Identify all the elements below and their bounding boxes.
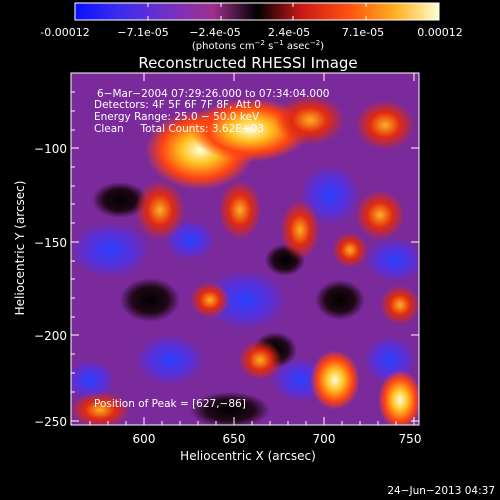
plot-frame <box>70 72 420 426</box>
y-tick-label: −200 <box>34 329 67 343</box>
colorbar-units: (photons cm−2 s−1 asec−2) <box>192 39 324 52</box>
colorbar-tick-label: 7.1e-05 <box>342 26 384 39</box>
annotation-clean-counts: Clean Total Counts: 3.62E+03 <box>94 123 264 135</box>
x-tick-label: 700 <box>313 432 336 446</box>
y-tick-label: −250 <box>34 415 67 429</box>
x-axis-label: Heliocentric X (arcsec) <box>180 449 316 463</box>
colorbar-ticks <box>74 3 440 20</box>
annotation-peak-position: Position of Peak = [627,−86] <box>94 398 246 410</box>
x-axis-ticks <box>89 73 415 425</box>
y-tick-label: −100 <box>34 142 67 156</box>
plot-title: Reconstructed RHESSI Image <box>138 54 357 72</box>
y-axis-label: Heliocentric Y (arcsec) <box>13 181 27 316</box>
colorbar-tick-label: 0.00012 <box>417 26 463 39</box>
colorbar-tick-label: -0.00012 <box>40 26 89 39</box>
cold-regions <box>71 165 419 402</box>
x-tick-label: 750 <box>399 432 422 446</box>
annotation-detectors: Detectors: 4F 5F 6F 7F 8F, Att 0 <box>94 99 261 111</box>
rhessi-image <box>71 73 419 425</box>
colorbar-tick-label: −2.4e-05 <box>189 26 240 39</box>
emission-regions <box>71 95 419 425</box>
dark-regions <box>92 182 365 425</box>
annotation-time-range: 6−Mar−2004 07:29:26.000 to 07:34:04.000 <box>97 88 329 100</box>
annotation-energy-range: Energy Range: 25.0 − 50.0 keV <box>94 111 260 123</box>
x-tick-label: 650 <box>223 432 246 446</box>
y-axis-ticks <box>71 91 419 422</box>
colorbar-tick-label: −7.1e-05 <box>117 26 168 39</box>
colorbar <box>74 2 440 21</box>
colorbar-tick-label: 2.4e-05 <box>268 26 310 39</box>
footer-date: 24−Jun−2013 04:37 <box>387 485 495 497</box>
y-tick-label: −150 <box>34 236 67 250</box>
x-tick-label: 600 <box>133 432 156 446</box>
